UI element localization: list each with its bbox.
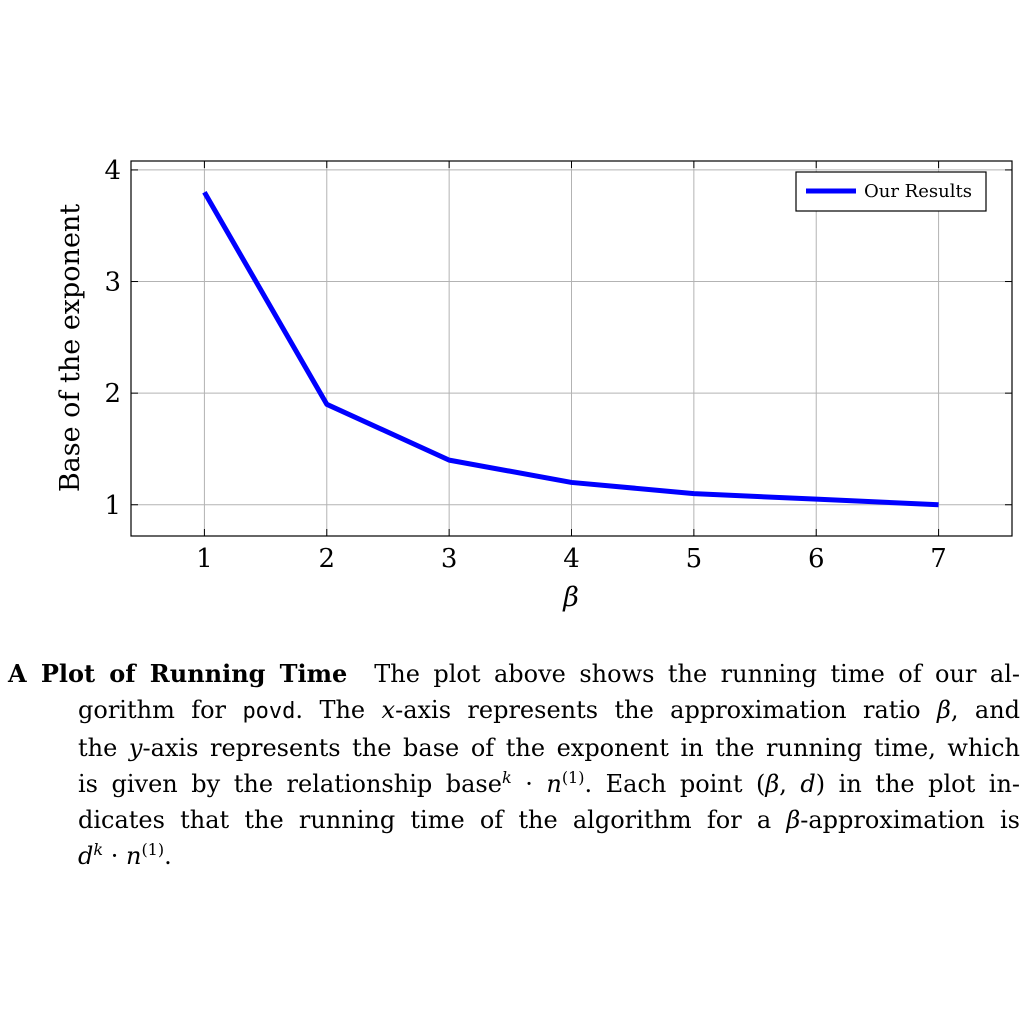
- caption-text: ) in the plot in-: [815, 770, 1021, 798]
- caption-text: .: [164, 842, 172, 870]
- x-tick-label: 4: [563, 544, 580, 574]
- caption-math: β: [765, 770, 780, 798]
- caption-text: gorithm for: [78, 696, 227, 724]
- caption-text: is given by the relationship base: [78, 770, 502, 798]
- caption-code: povd: [242, 699, 296, 724]
- x-axis-label: β: [562, 582, 579, 613]
- y-tick-label: 1: [104, 491, 121, 521]
- caption-text: ,: [779, 770, 801, 798]
- y-tick-label: 4: [104, 156, 121, 186]
- caption-text: . Each point (: [584, 770, 766, 798]
- y-tick-label: 3: [104, 268, 121, 298]
- caption-math: n: [125, 842, 142, 870]
- caption-math: d: [78, 842, 94, 870]
- caption-text: -approximation is: [800, 806, 1020, 834]
- y-tick-label: 2: [104, 379, 121, 409]
- caption-math: β: [786, 806, 801, 834]
- caption-text: . The: [295, 696, 366, 724]
- caption-line-6: dk · n(1).: [8, 838, 1020, 874]
- ticks: 1 2 3 4 5 6 7 1 2 3 4: [104, 156, 1012, 574]
- caption-text: the: [78, 734, 118, 762]
- caption-text: ·: [103, 842, 126, 870]
- x-tick-label: 6: [808, 544, 825, 574]
- caption-text: -axis represents the approximation ratio: [395, 696, 921, 724]
- x-tick-label: 5: [686, 544, 703, 574]
- legend: Our Results: [795, 171, 987, 212]
- caption-text: The plot above shows the running time of…: [374, 660, 1020, 688]
- caption-math: x: [381, 696, 396, 724]
- caption-math: (1): [561, 768, 585, 787]
- grid: [131, 161, 1012, 536]
- figure-caption: A Plot of Running Time The plot above sh…: [8, 656, 1020, 874]
- legend-label: Our Results: [864, 181, 972, 202]
- caption-line-1: A Plot of Running Time The plot above sh…: [8, 656, 1020, 692]
- caption-math: (1): [141, 840, 165, 859]
- caption-math: d: [800, 770, 816, 798]
- caption-text: -axis represents the base of the exponen…: [142, 734, 1020, 762]
- caption-text: dicates that the running time of the alg…: [78, 806, 772, 834]
- series-layer: [202, 191, 939, 508]
- x-tick-label: 7: [930, 544, 947, 574]
- y-axis-label: Base of the exponent: [55, 204, 86, 492]
- caption-line-3: the y-axis represents the base of the ex…: [8, 730, 1020, 766]
- caption-text: ·: [511, 770, 547, 798]
- caption-text: , and: [950, 696, 1021, 724]
- caption-math: k: [501, 768, 512, 787]
- caption-math: y: [128, 734, 143, 762]
- caption-line-2: gorithm for povd. The x-axis represents …: [8, 692, 1020, 730]
- x-tick-label: 2: [319, 544, 336, 574]
- caption-line-5: dicates that the running time of the alg…: [8, 802, 1020, 838]
- x-tick-label: 1: [196, 544, 213, 574]
- caption-math: k: [93, 840, 104, 859]
- caption-heading: A Plot of Running Time: [8, 659, 348, 688]
- caption-math: β: [936, 696, 951, 724]
- line-chart: 1 2 3 4 5 6 7 1 2 3 4 Base of the exponent β Our R…: [55, 156, 1013, 613]
- x-tick-label: 3: [441, 544, 458, 574]
- caption-line-4: is given by the relationship basek · n(1…: [8, 766, 1020, 802]
- caption-math: n: [546, 770, 562, 798]
